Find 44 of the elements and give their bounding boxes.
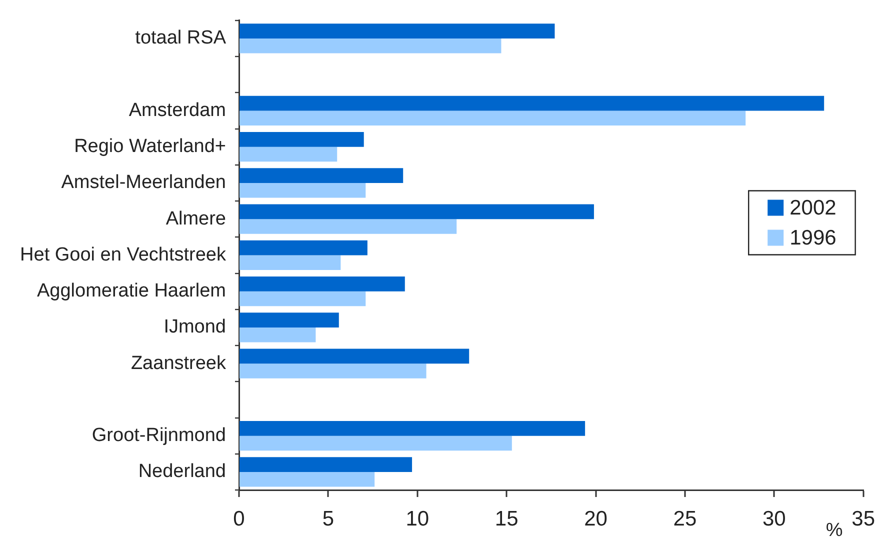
y-tick-label: IJmond: [164, 316, 226, 338]
bar: [240, 255, 341, 270]
bar: [240, 168, 404, 183]
x-tick-label: 10: [406, 507, 430, 530]
x-tick-label: 30: [762, 507, 786, 530]
bar: [240, 182, 366, 198]
bar: [240, 219, 457, 234]
x-tick-label: 5: [322, 507, 334, 530]
bar: [240, 276, 405, 292]
y-tick-label: Het Gooi en Vechtstreek: [20, 244, 226, 266]
y-tick-label: Regio Waterland+: [74, 136, 226, 158]
bar: [240, 312, 339, 328]
bar: [240, 348, 470, 364]
bar: [240, 327, 316, 342]
x-tick-label: 25: [673, 507, 697, 530]
bar: [240, 436, 512, 451]
bar: [240, 24, 555, 38]
bar: [240, 204, 594, 220]
x-axis-title: %: [826, 520, 843, 540]
bar: [240, 110, 746, 126]
bar: [240, 472, 375, 487]
y-tick-label: totaal RSA: [135, 28, 226, 49]
bar: [240, 364, 426, 378]
y-tick-label: Almere: [166, 208, 226, 230]
y-tick-label: Nederland: [138, 461, 226, 482]
bar: [240, 457, 412, 472]
y-tick-label: Groot-Rijnmond: [92, 425, 226, 446]
bar: [240, 146, 338, 162]
x-tick-label: 35: [852, 507, 875, 530]
y-tick-label: Amsterdam: [128, 100, 226, 121]
bar: [240, 38, 502, 54]
x-tick-label: 20: [584, 507, 608, 530]
bar: [240, 132, 364, 147]
bar: [240, 96, 824, 111]
y-tick-label: Amstel-Meerlanden: [61, 172, 226, 194]
y-tick-label: Agglomeratie Haarlem: [36, 280, 226, 302]
y-tick-label: Zaanstreek: [130, 352, 226, 374]
bar: [240, 240, 368, 256]
x-tick-label: 0: [233, 507, 245, 530]
x-tick-label: 15: [494, 507, 518, 530]
bar: [240, 421, 586, 436]
legend-label: 1996: [790, 226, 836, 250]
bar: [240, 291, 366, 306]
legend-label: 2002: [790, 196, 836, 220]
